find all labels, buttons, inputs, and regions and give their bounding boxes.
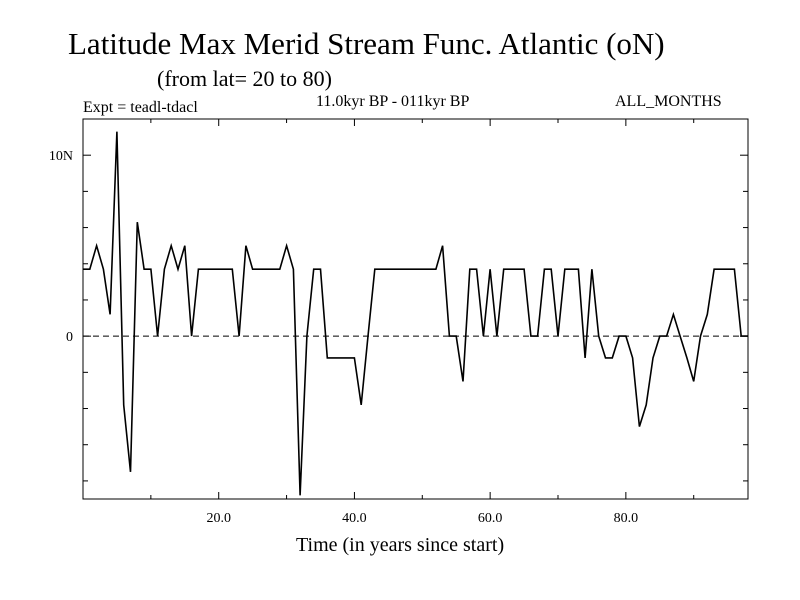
series-line bbox=[83, 131, 748, 496]
x-axis-label: Time (in years since start) bbox=[296, 534, 505, 556]
period-label: 11.0kyr BP - 011kyr BP bbox=[316, 93, 470, 110]
experiment-label: Expt = teadl-tdacl bbox=[83, 99, 198, 116]
y-tick-label: 10N bbox=[49, 149, 73, 164]
x-tick-label: 20.0 bbox=[206, 511, 231, 526]
axis-ticks bbox=[83, 119, 748, 499]
x-tick-label: 40.0 bbox=[342, 511, 367, 526]
x-tick-label: 60.0 bbox=[478, 511, 503, 526]
plot-frame bbox=[82, 118, 749, 500]
months-label: ALL_MONTHS bbox=[615, 93, 722, 110]
x-tick-label: 80.0 bbox=[614, 511, 639, 526]
chart-title: Latitude Max Merid Stream Func. Atlantic… bbox=[68, 26, 665, 61]
chart-subtitle: (from lat= 20 to 80) bbox=[157, 66, 332, 91]
axis-tick-labels: 20.0 40.0 60.0 80.0 0 10N bbox=[49, 149, 638, 526]
y-tick-label: 0 bbox=[66, 330, 73, 345]
